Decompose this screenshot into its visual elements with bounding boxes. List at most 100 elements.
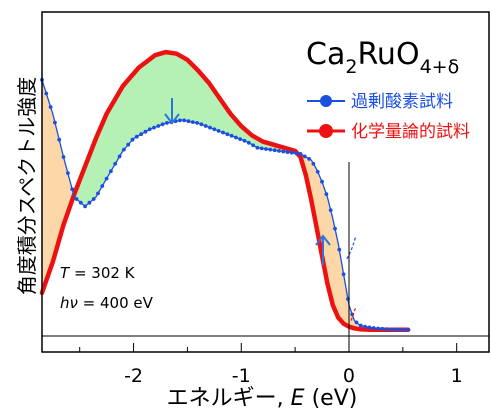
series-point-excess-oxygen — [402, 327, 406, 332]
series-point-excess-oxygen — [298, 152, 303, 156]
series-point-excess-oxygen — [333, 226, 337, 231]
temperature-annotation: T = 302 K — [60, 264, 136, 282]
series-point-excess-oxygen — [294, 151, 299, 156]
series-point-excess-oxygen — [358, 323, 363, 328]
series-point-excess-oxygen — [264, 147, 268, 151]
series-point-excess-oxygen — [100, 184, 105, 188]
series-point-excess-oxygen — [337, 247, 342, 252]
series-point-excess-oxygen — [393, 327, 398, 332]
series-point-excess-oxygen — [203, 124, 208, 128]
series-point-excess-oxygen — [91, 197, 96, 201]
series-point-excess-oxygen — [389, 327, 393, 332]
series-point-excess-oxygen — [61, 155, 66, 159]
series-point-excess-oxygen — [190, 120, 195, 124]
series-point-excess-oxygen — [376, 326, 380, 331]
series-point-excess-oxygen — [44, 91, 49, 96]
up-arrow — [315, 234, 331, 265]
series-point-excess-oxygen — [328, 208, 333, 213]
legend: 過剰酸素試料 化学量論的試料 — [307, 92, 470, 142]
series-point-excess-oxygen — [225, 132, 230, 137]
series-point-excess-oxygen — [246, 140, 251, 145]
series-point-excess-oxygen — [259, 146, 264, 151]
series-point-excess-oxygen — [182, 118, 187, 123]
series-point-excess-oxygen — [384, 327, 389, 332]
x-axis-label: エネルギー, E (eV) — [167, 386, 358, 411]
series-point-excess-oxygen — [104, 176, 109, 181]
series-point-excess-oxygen — [96, 191, 100, 196]
series-point-excess-oxygen — [367, 325, 372, 330]
series-line-stoichiometric — [39, 49, 411, 333]
series-point-excess-oxygen — [165, 121, 169, 125]
series-point-excess-oxygen — [221, 130, 225, 135]
series-point-excess-oxygen — [238, 137, 243, 142]
photon-energy-annotation: hν = 400 eV — [60, 294, 154, 312]
series-point-excess-oxygen — [371, 326, 376, 330]
series-point-excess-oxygen — [178, 118, 182, 123]
legend-marker-series2 — [319, 124, 333, 138]
series-point-excess-oxygen — [268, 147, 273, 152]
series-point-excess-oxygen — [380, 326, 385, 331]
plot-frame — [41, 11, 490, 353]
x-tick-label: 1 — [451, 365, 463, 387]
x-axis-ticks: -2 -1 0 1 — [79, 343, 463, 387]
legend-label-series2: 化学量論的試料 — [351, 122, 470, 142]
series-point-excess-oxygen — [126, 142, 131, 147]
series-point-excess-oxygen — [277, 149, 281, 153]
series-point-excess-oxygen — [216, 129, 221, 133]
series-point-excess-oxygen — [397, 327, 402, 332]
series-curves — [39, 49, 411, 333]
series-point-excess-oxygen — [53, 120, 57, 125]
series-point-excess-oxygen — [134, 134, 139, 139]
series-point-excess-oxygen — [66, 171, 70, 176]
series-point-excess-oxygen — [186, 119, 191, 124]
series-point-excess-oxygen — [272, 148, 277, 153]
fermi-extras — [346, 237, 357, 321]
x-tick-label: -1 — [232, 365, 251, 387]
y-axis-label: 角度積分スペクトル強度 — [15, 77, 39, 296]
series-point-excess-oxygen — [130, 137, 135, 142]
series-point-excess-oxygen — [354, 320, 359, 325]
series-point-excess-oxygen — [160, 122, 165, 127]
series-point-excess-oxygen — [122, 147, 126, 152]
series-point-excess-oxygen — [281, 149, 286, 154]
series-point-excess-oxygen — [302, 154, 307, 159]
difference-fills — [42, 52, 380, 330]
series-point-excess-oxygen — [83, 204, 87, 209]
series-point-excess-oxygen — [255, 145, 260, 150]
series-point-excess-oxygen — [156, 124, 161, 128]
series-point-excess-oxygen — [251, 143, 256, 148]
series-point-excess-oxygen — [234, 135, 238, 140]
legend-label-series1: 過剰酸素試料 — [351, 92, 453, 112]
series-point-excess-oxygen — [212, 127, 217, 132]
series-point-excess-oxygen — [363, 324, 367, 329]
series-point-excess-oxygen — [320, 179, 324, 184]
fermi-tail-blue — [346, 237, 357, 260]
series-point-excess-oxygen — [139, 132, 144, 137]
series-point-excess-oxygen — [195, 121, 200, 125]
series-point-excess-oxygen — [285, 150, 290, 155]
series-point-excess-oxygen — [70, 187, 75, 192]
series-point-excess-oxygen — [113, 161, 118, 166]
series-point-excess-oxygen — [147, 127, 152, 132]
down-arrow — [164, 98, 180, 125]
series-point-excess-oxygen — [229, 133, 234, 138]
series-point-excess-oxygen — [78, 200, 83, 205]
difference-fill-0 — [42, 79, 74, 293]
series-point-excess-oxygen — [406, 327, 411, 332]
series-point-excess-oxygen — [242, 138, 247, 143]
x-tick-label: 0 — [343, 365, 355, 387]
fermi-tail-red — [350, 308, 357, 321]
legend-marker-series1 — [320, 95, 332, 107]
difference-fill-2 — [299, 153, 380, 330]
series-point-excess-oxygen — [311, 161, 316, 166]
series-point-excess-oxygen — [74, 197, 79, 201]
series-point-excess-oxygen — [57, 137, 62, 142]
series-point-excess-oxygen — [324, 192, 329, 197]
series-point-excess-oxygen — [290, 150, 294, 155]
chart-title: Ca2RuO4+δ — [306, 37, 459, 78]
series-point-excess-oxygen — [109, 169, 113, 174]
series-point-excess-oxygen — [199, 122, 204, 127]
series-point-excess-oxygen — [315, 169, 320, 174]
series-point-excess-oxygen — [48, 105, 53, 109]
